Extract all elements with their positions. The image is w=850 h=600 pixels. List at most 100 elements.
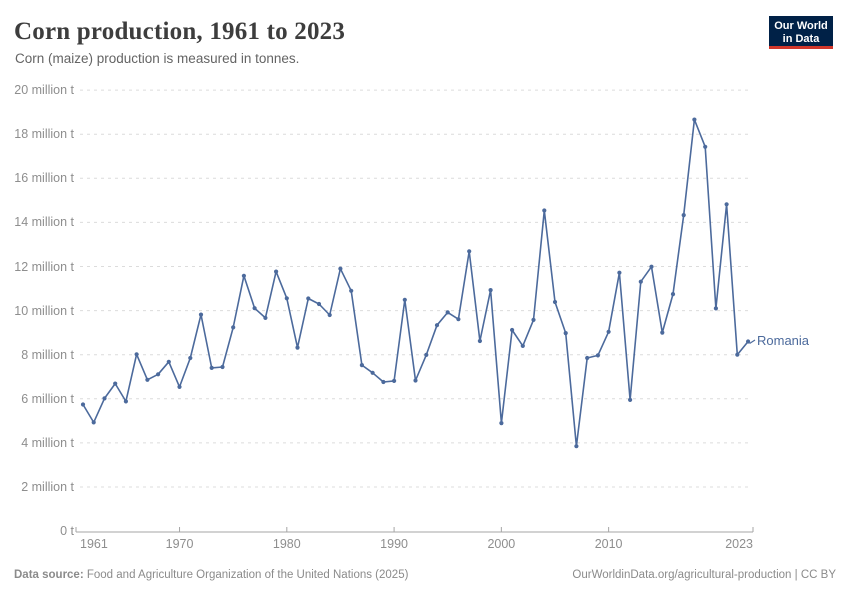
data-point	[660, 330, 665, 335]
data-point	[274, 269, 279, 274]
data-point	[349, 288, 354, 293]
data-point	[703, 144, 708, 149]
x-tick-label: 1970	[165, 537, 194, 551]
data-point	[177, 384, 182, 389]
data-point	[563, 331, 568, 336]
y-tick-label: 6 million t	[21, 391, 74, 406]
x-tick-label: 2010	[594, 537, 623, 551]
data-point	[381, 379, 386, 385]
data-point	[746, 339, 751, 344]
y-tick-label: 4 million t	[21, 435, 74, 450]
data-point	[735, 352, 740, 357]
data-point	[467, 249, 472, 254]
data-point	[316, 301, 322, 307]
chart-subtitle: Corn (maize) production is measured in t…	[15, 51, 300, 66]
y-tick-label: 2 million t	[21, 480, 74, 494]
data-source: Data source: Food and Agriculture Organi…	[14, 569, 408, 581]
data-point	[80, 402, 86, 407]
page-title: Corn production, 1961 to 2023	[14, 18, 346, 45]
owid-url-link[interactable]: OurWorldinData.org/agricultural-producti…	[572, 569, 792, 581]
data-point	[713, 306, 719, 311]
x-tick-label: 1961	[80, 537, 108, 551]
label-connector	[749, 339, 756, 344]
data-point	[617, 270, 622, 275]
data-point	[284, 296, 289, 301]
y-tick-label: 16 million t	[14, 171, 74, 186]
data-point	[241, 273, 246, 278]
y-tick-label: 18 million t	[14, 127, 74, 142]
data-point	[670, 292, 676, 297]
y-tick-label: 10 million t	[14, 303, 74, 318]
data-point	[606, 329, 611, 334]
y-tick-label: 20 million t	[14, 83, 74, 98]
footer-credit: OurWorldinData.org/agricultural-producti…	[572, 569, 836, 581]
y-tick-label: 8 million t	[21, 347, 74, 362]
data-point	[134, 352, 139, 357]
data-point	[370, 370, 375, 375]
data-point	[327, 312, 332, 318]
x-tick-label: 1990	[380, 537, 408, 551]
data-point	[649, 264, 654, 269]
data-point	[456, 317, 461, 322]
data-point	[638, 279, 643, 284]
logo-line1: Our World	[774, 19, 828, 32]
footer-separator: |	[791, 569, 801, 581]
data-point	[692, 117, 697, 122]
data-point	[402, 297, 407, 302]
data-point	[102, 396, 107, 401]
data-point	[413, 378, 418, 383]
data-point	[263, 315, 268, 320]
data-point	[231, 325, 236, 330]
data-point	[209, 365, 214, 370]
x-tick-label: 1980	[272, 537, 301, 551]
data-point	[531, 317, 536, 322]
data-point	[681, 213, 686, 218]
data-point	[424, 352, 429, 357]
data-point	[166, 359, 171, 364]
data-source-text: Food and Agriculture Organization of the…	[83, 569, 409, 581]
logo-line2: in Data	[782, 32, 820, 45]
data-point	[123, 399, 128, 404]
data-point	[392, 378, 397, 383]
data-point	[145, 377, 150, 382]
data-point	[198, 312, 204, 317]
data-point	[628, 397, 633, 402]
data-point	[520, 343, 525, 348]
data-point	[574, 444, 579, 449]
y-tick-label: 0 t	[60, 524, 74, 539]
romania-line	[82, 118, 749, 448]
data-point	[188, 355, 193, 361]
data-point	[552, 299, 558, 305]
data-point	[488, 288, 493, 293]
data-point	[542, 208, 547, 213]
data-source-label: Data source:	[14, 569, 84, 581]
data-point	[434, 323, 440, 328]
data-point	[252, 306, 257, 311]
data-point	[445, 310, 450, 315]
x-tick-label: 2000	[487, 537, 516, 551]
data-point	[724, 202, 729, 207]
data-point	[359, 363, 364, 368]
data-point	[509, 327, 515, 333]
data-point	[220, 364, 225, 370]
data-point	[595, 353, 601, 358]
data-point	[477, 338, 482, 344]
y-tick-label: 12 million t	[14, 259, 74, 274]
data-point	[306, 296, 311, 301]
data-point	[499, 421, 504, 426]
data-point	[295, 345, 300, 350]
data-point	[91, 420, 96, 425]
data-point	[585, 355, 590, 361]
x-tick-label: 2023	[725, 537, 753, 551]
series-label-romania[interactable]: Romania	[757, 333, 810, 348]
data-point	[338, 266, 343, 271]
chart-footer: Data source: Food and Agriculture Organi…	[0, 565, 850, 600]
owid-logo[interactable]: Our World in Data	[769, 16, 833, 49]
license-link[interactable]: CC BY	[800, 569, 836, 581]
y-tick-label: 14 million t	[14, 215, 74, 230]
data-point	[156, 372, 161, 377]
logo-red-bar	[769, 46, 833, 49]
